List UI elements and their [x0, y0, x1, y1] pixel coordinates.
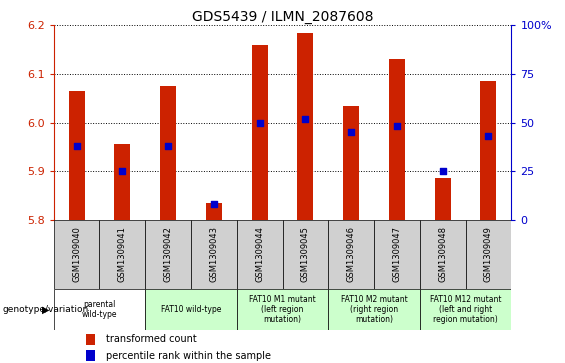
Text: GSM1309041: GSM1309041 [118, 226, 127, 282]
Text: ▶: ▶ [42, 305, 49, 314]
Point [255, 119, 264, 125]
Text: GSM1309040: GSM1309040 [72, 226, 81, 282]
Bar [145, 289, 237, 330]
Bar [251, 45, 268, 220]
Bar [145, 220, 191, 289]
Text: GSM1309049: GSM1309049 [484, 226, 493, 282]
Point [438, 168, 447, 174]
Text: GSM1309044: GSM1309044 [255, 226, 264, 282]
Bar [160, 86, 176, 220]
Point [118, 168, 127, 174]
Point [209, 201, 218, 207]
Bar [282, 220, 328, 289]
Text: FAT10 wild-type: FAT10 wild-type [161, 305, 221, 314]
Bar [434, 178, 451, 220]
Title: GDS5439 / ILMN_2087608: GDS5439 / ILMN_2087608 [192, 11, 373, 24]
Text: GSM1309048: GSM1309048 [438, 226, 447, 282]
Text: genotype/variation: genotype/variation [3, 305, 89, 314]
Bar [237, 220, 282, 289]
Text: GSM1309042: GSM1309042 [164, 226, 172, 282]
Bar [297, 33, 314, 220]
Point [484, 133, 493, 139]
Text: transformed count: transformed count [106, 334, 197, 344]
Bar [420, 289, 511, 330]
Bar [328, 220, 374, 289]
Bar [68, 91, 85, 220]
Text: GSM1309045: GSM1309045 [301, 226, 310, 282]
Text: GSM1309047: GSM1309047 [393, 226, 401, 282]
Bar [343, 106, 359, 220]
Bar [191, 220, 237, 289]
Point [163, 143, 172, 149]
Text: FAT10 M12 mutant
(left and right
region mutation): FAT10 M12 mutant (left and right region … [430, 294, 501, 325]
Bar [54, 289, 145, 330]
Text: GSM1309046: GSM1309046 [347, 226, 355, 282]
Point [392, 123, 401, 129]
Point [72, 143, 81, 149]
Bar [114, 144, 131, 220]
Bar [99, 220, 145, 289]
Bar [420, 220, 466, 289]
Bar [86, 350, 95, 362]
Bar [206, 203, 222, 220]
Text: parental
wild-type: parental wild-type [82, 300, 117, 319]
Text: FAT10 M1 mutant
(left region
mutation): FAT10 M1 mutant (left region mutation) [249, 294, 316, 325]
Text: FAT10 M2 mutant
(right region
mutation): FAT10 M2 mutant (right region mutation) [341, 294, 407, 325]
Bar [54, 220, 99, 289]
Bar [466, 220, 511, 289]
Bar [389, 60, 405, 220]
Text: percentile rank within the sample: percentile rank within the sample [106, 351, 271, 361]
Point [301, 116, 310, 122]
Text: GSM1309043: GSM1309043 [210, 226, 218, 282]
Bar [86, 334, 95, 345]
Bar [374, 220, 420, 289]
Bar [328, 289, 420, 330]
Bar [480, 81, 497, 220]
Bar [237, 289, 328, 330]
Point [346, 129, 356, 135]
